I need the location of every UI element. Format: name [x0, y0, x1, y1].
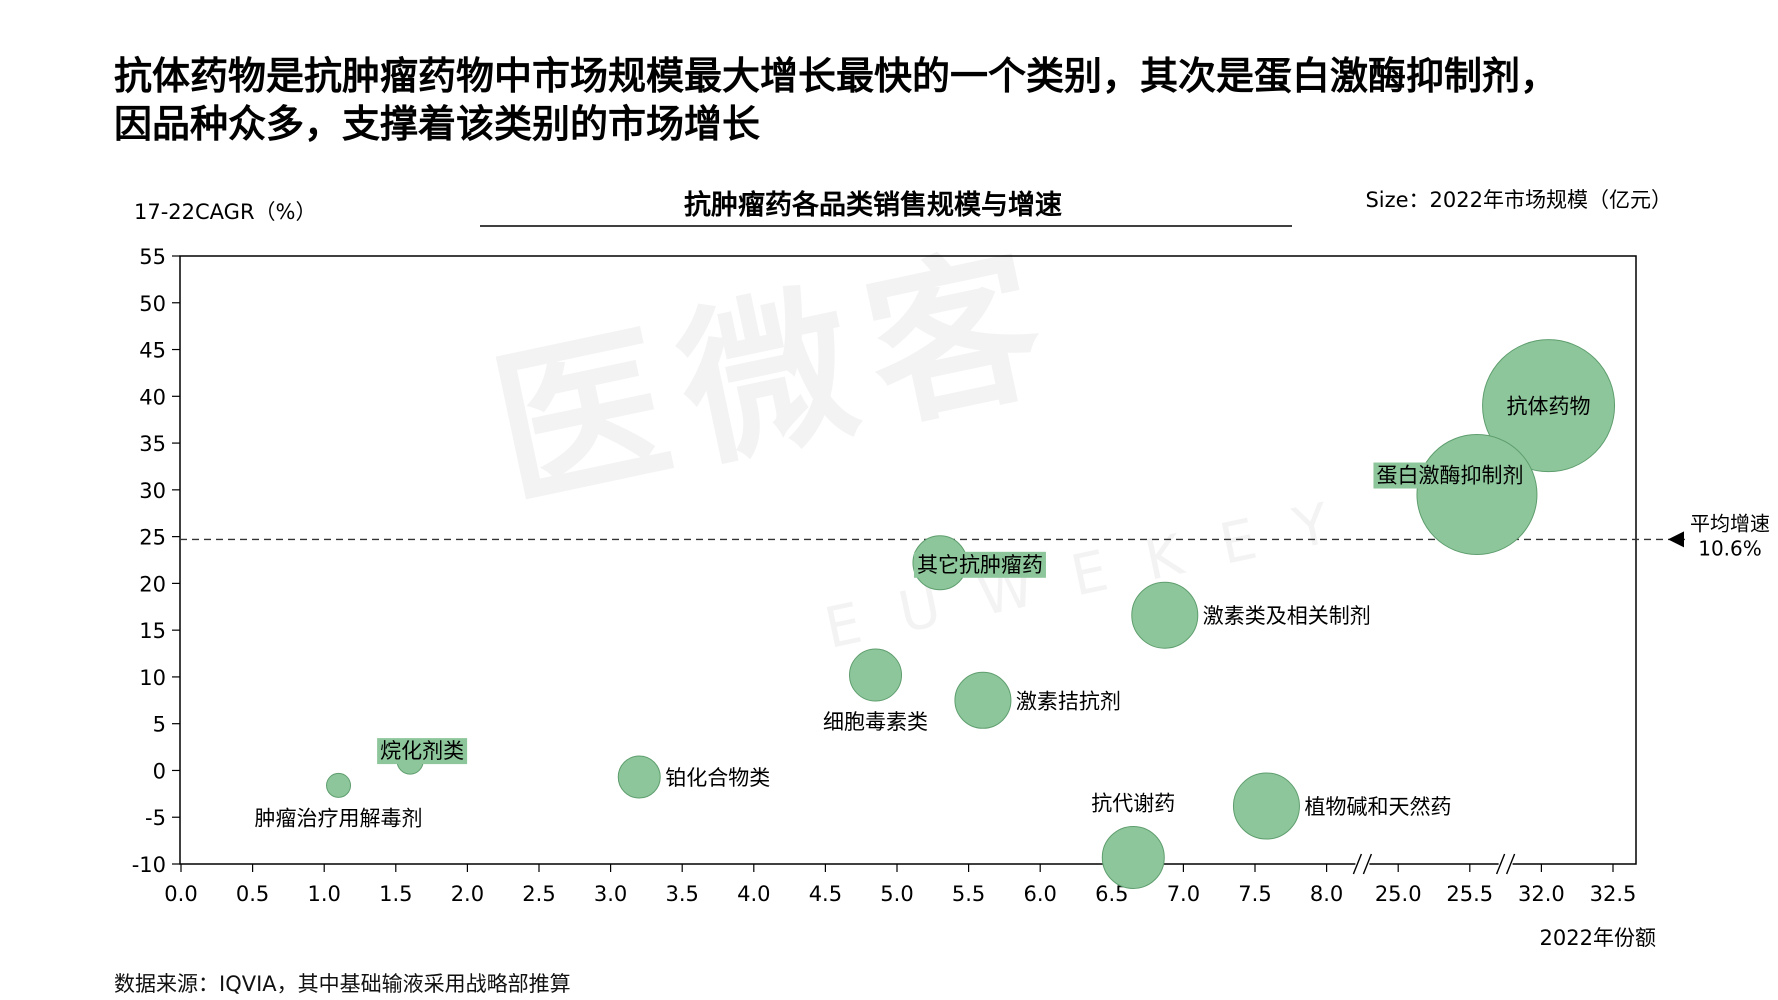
average-label: 平均增速 — [1690, 511, 1770, 535]
bubble-point — [1416, 434, 1538, 556]
y-tick-label: 40 — [139, 385, 166, 409]
bubble-point — [1101, 825, 1165, 889]
bubble-point — [1482, 339, 1616, 473]
source-note: 数据来源：IQVIA，其中基础输液采用战略部推算 — [114, 972, 571, 996]
bubble-label: 抗体药物 — [1507, 395, 1591, 419]
headline-line-2: 因品种众多，支撑着该类别的市场增长 — [114, 102, 761, 146]
y-tick-label: 10 — [139, 666, 166, 690]
bubble-point — [617, 755, 661, 799]
x-tick-label: 25.5 — [1446, 882, 1493, 906]
bubble-point — [1131, 581, 1199, 649]
chart-title: 抗肿瘤药各品类销售规模与增速 — [684, 189, 1062, 221]
x-axis-label: 2022年份额 — [1540, 926, 1656, 950]
plot-area — [179, 255, 1637, 865]
bubble-label: 肿瘤治疗用解毒剂 — [255, 806, 423, 830]
x-tick-label: 4.5 — [809, 882, 842, 906]
x-tick-label: 0.0 — [164, 882, 197, 906]
y-tick-label: 20 — [139, 572, 166, 596]
y-tick-label: 55 — [139, 245, 166, 269]
x-tick-label: 32.0 — [1518, 882, 1565, 906]
bubble-label: 抗代谢药 — [1091, 791, 1175, 815]
axis-break-mark — [1352, 853, 1363, 875]
y-tick-label: -5 — [145, 806, 166, 830]
bubble-point — [326, 772, 352, 798]
x-tick-label: 2.5 — [522, 882, 555, 906]
y-tick-label: 0 — [153, 759, 166, 783]
average-value: 10.6% — [1698, 536, 1762, 560]
bubble-point — [954, 671, 1012, 729]
bubble-label: 蛋白激酶抑制剂 — [1376, 464, 1523, 488]
size-note: Size：2022年市场规模（亿元） — [1365, 188, 1672, 212]
average-line-arrow — [1668, 531, 1684, 548]
bubble-label: 植物碱和天然药 — [1304, 795, 1451, 819]
x-tick-label: 5.0 — [880, 882, 913, 906]
bubble-label: 激素拮抗剂 — [1016, 689, 1121, 713]
y-tick-label: 50 — [139, 292, 166, 316]
bubble-label: 烷化剂类 — [380, 739, 464, 763]
x-tick-label: 32.5 — [1590, 882, 1637, 906]
y-tick-label: 45 — [139, 339, 166, 363]
y-tick-label: 15 — [139, 619, 166, 643]
bubble-label: 激素类及相关制剂 — [1203, 604, 1371, 628]
axis-break-mark — [1362, 853, 1373, 875]
bubble-label-highlight — [913, 551, 1046, 578]
bubble-label-highlight — [1373, 462, 1527, 489]
bubble-label: 细胞毒素类 — [823, 710, 928, 734]
x-tick-label: 8.0 — [1310, 882, 1343, 906]
x-tick-label: 4.0 — [737, 882, 770, 906]
bubble-label: 铂化合物类 — [665, 766, 770, 790]
bubble-label-highlight — [377, 738, 468, 765]
axis-break-mark — [1505, 853, 1516, 875]
bubble-label: 其它抗肿瘤药 — [917, 553, 1043, 577]
x-tick-label: 0.5 — [236, 882, 269, 906]
x-tick-label: 3.5 — [665, 882, 698, 906]
x-tick-label: 5.5 — [952, 882, 985, 906]
x-tick-label: 1.0 — [307, 882, 340, 906]
bubble-point — [849, 648, 903, 702]
headline-line-1: 抗体药物是抗肿瘤药物中市场规模最大增长最快的一个类别，其次是蛋白激酶抑制剂， — [114, 54, 1559, 98]
x-tick-label: 1.5 — [379, 882, 412, 906]
x-tick-label: 7.0 — [1167, 882, 1200, 906]
x-tick-label: 2.0 — [451, 882, 484, 906]
y-tick-label: 35 — [139, 432, 166, 456]
x-tick-label: 25.0 — [1375, 882, 1422, 906]
y-tick-label: -10 — [132, 853, 166, 877]
y-axis-label: 17-22CAGR（%） — [134, 200, 317, 224]
y-tick-label: 30 — [139, 479, 166, 503]
y-tick-label: 25 — [139, 526, 166, 550]
x-tick-label: 7.5 — [1238, 882, 1271, 906]
bubble-point — [1232, 772, 1300, 840]
headline: 抗体药物是抗肿瘤药物中市场规模最大增长最快的一个类别，其次是蛋白激酶抑制剂， 因… — [114, 52, 1714, 148]
x-tick-label: 6.0 — [1023, 882, 1056, 906]
y-tick-label: 5 — [153, 713, 166, 737]
axis-break-mark — [1495, 853, 1506, 875]
x-tick-label: 3.0 — [594, 882, 627, 906]
